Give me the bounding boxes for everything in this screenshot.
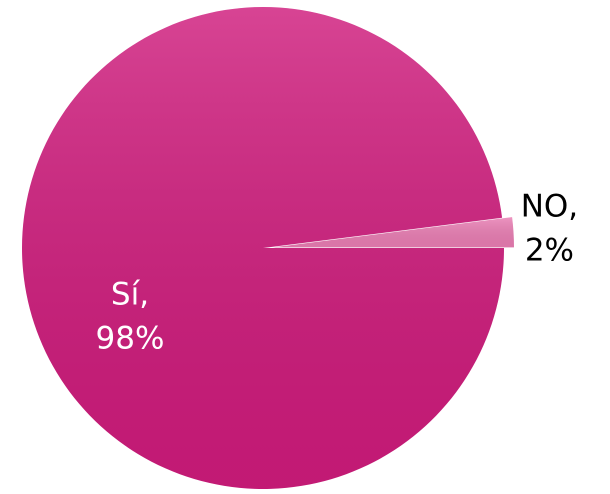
data-label-value: 98%	[96, 321, 165, 357]
data-label-name: Sí,	[111, 277, 149, 313]
data-label-value: 2%	[525, 232, 574, 268]
data-label-name: NO,	[521, 188, 578, 224]
slice-shade	[272, 217, 514, 248]
slice-shade	[22, 6, 505, 489]
